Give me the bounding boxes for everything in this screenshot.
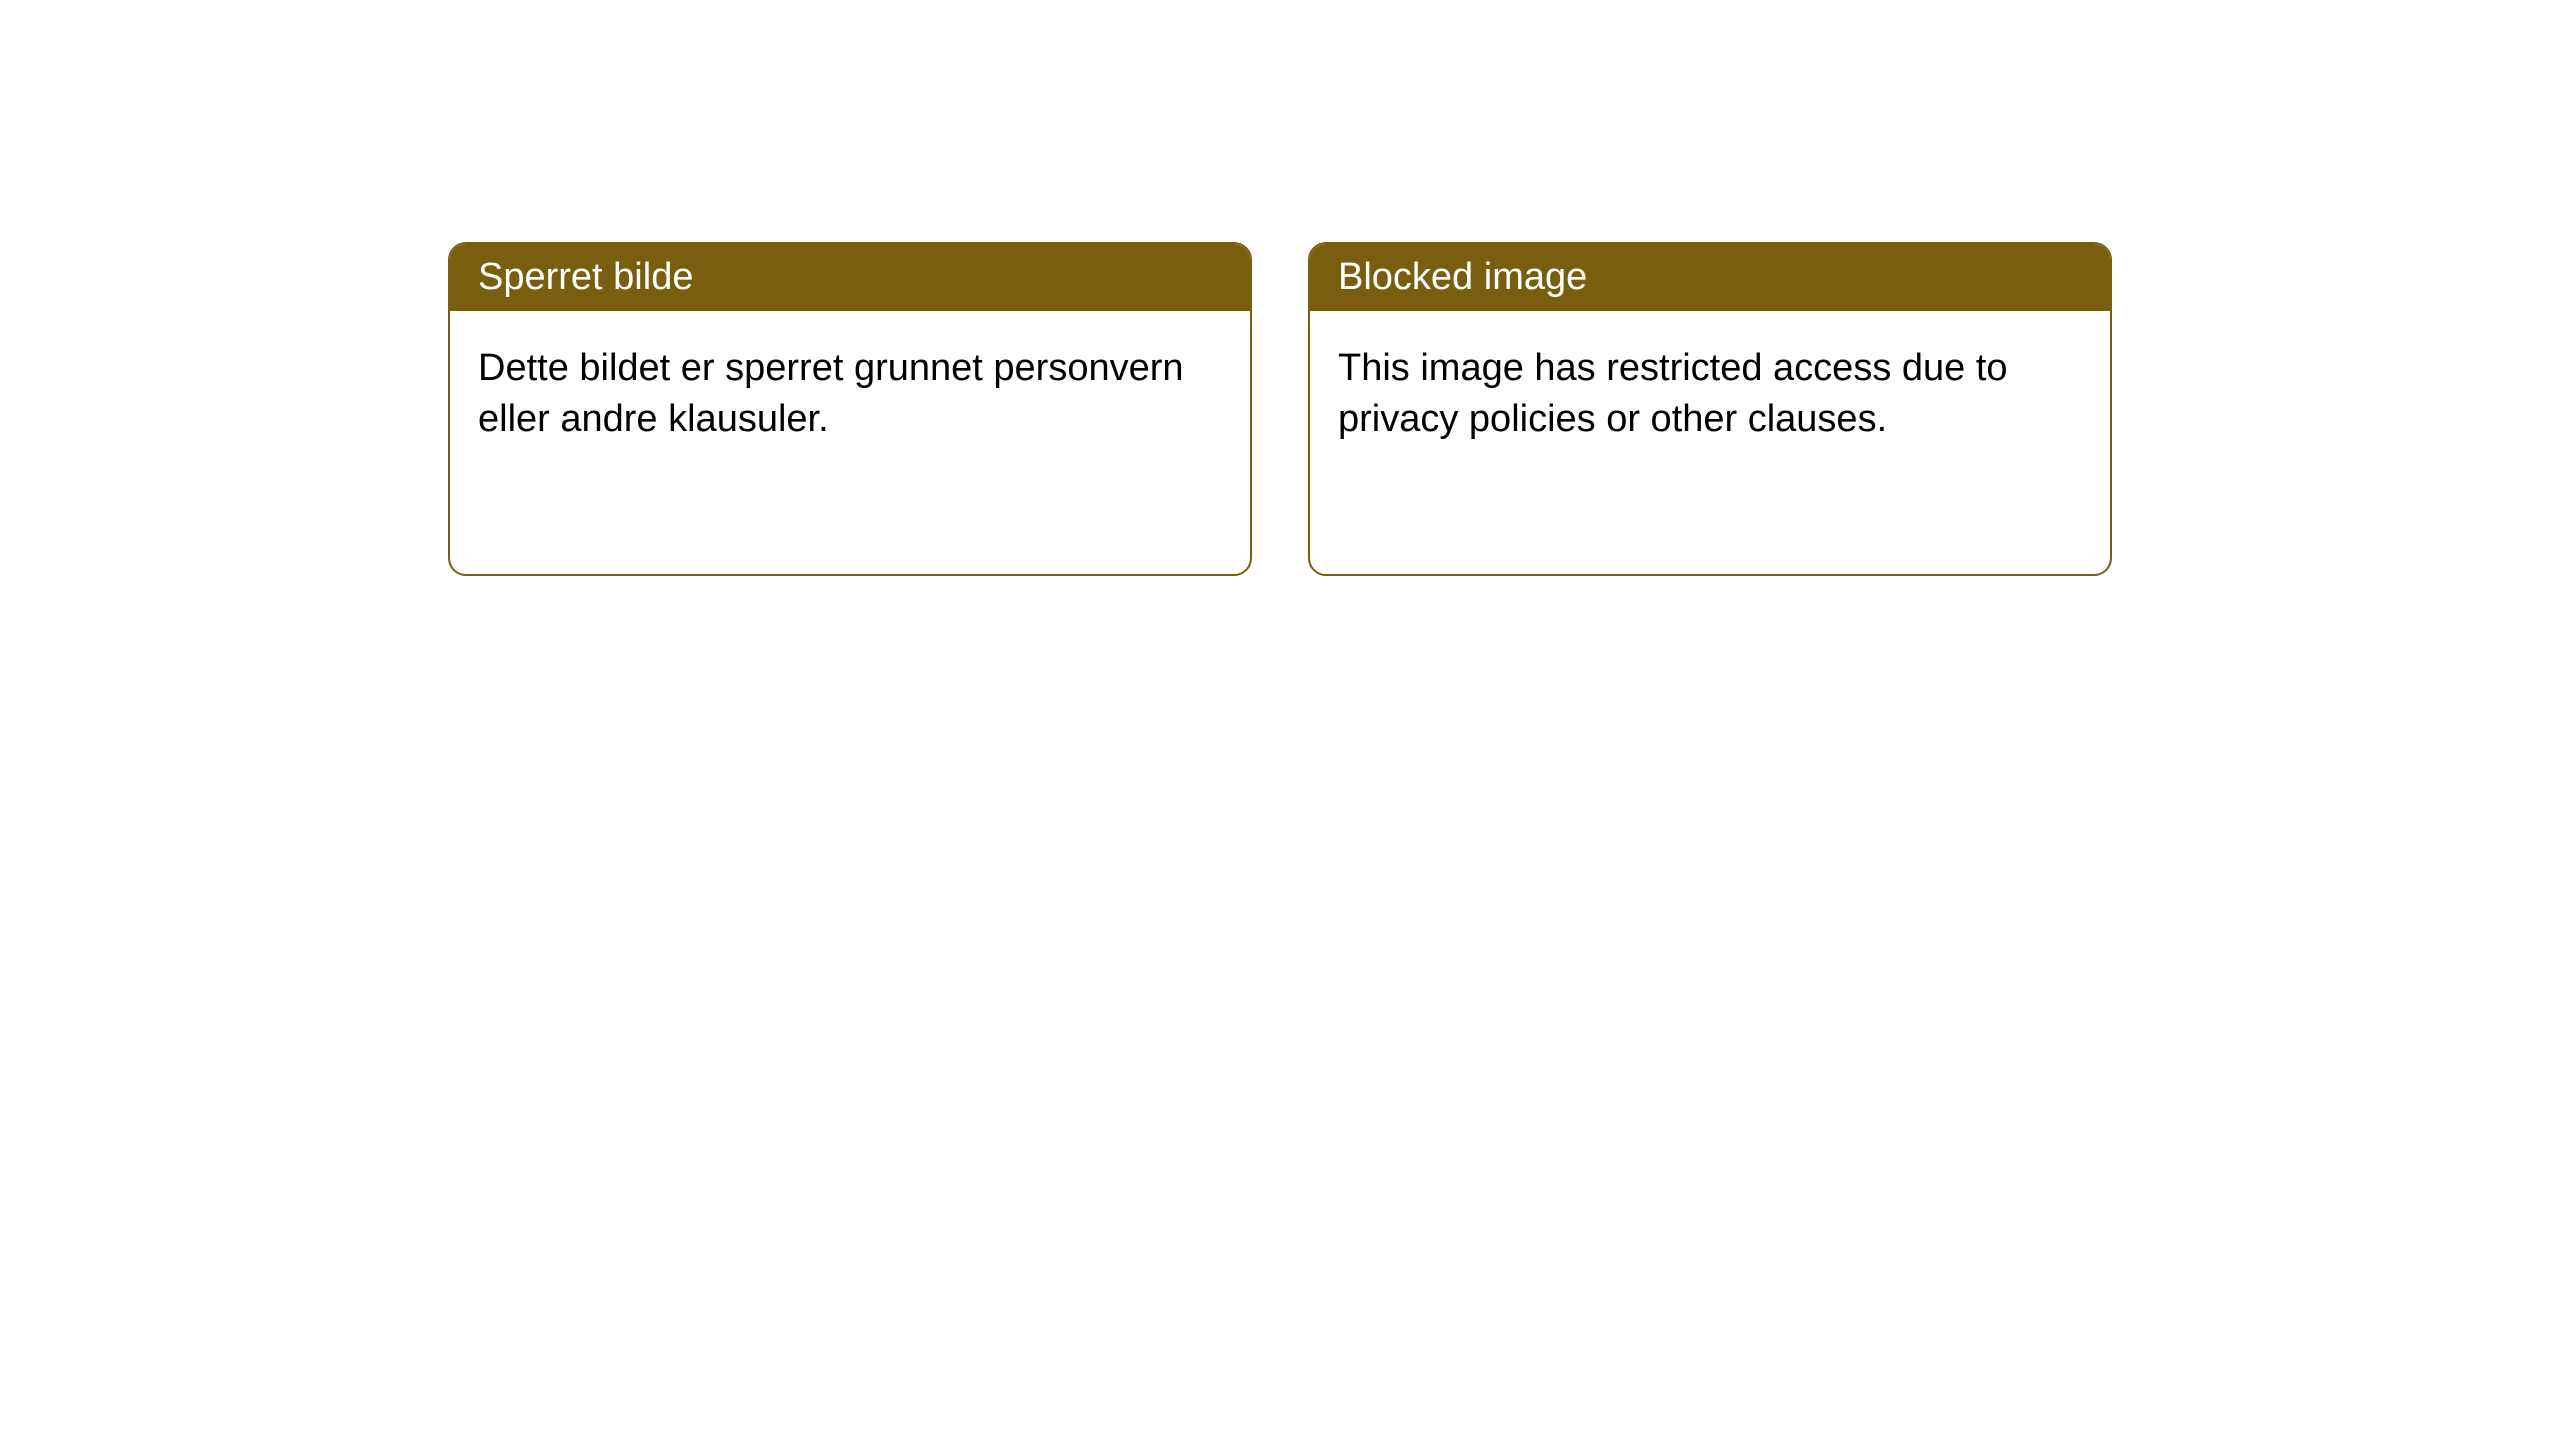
notice-box-norwegian: Sperret bilde Dette bildet er sperret gr… <box>448 242 1252 576</box>
notice-title: Sperret bilde <box>478 256 693 298</box>
notice-header: Sperret bilde <box>450 244 1250 311</box>
notice-container: Sperret bilde Dette bildet er sperret gr… <box>0 0 2560 576</box>
notice-text: Dette bildet er sperret grunnet personve… <box>478 347 1184 440</box>
notice-text: This image has restricted access due to … <box>1338 347 2008 440</box>
notice-body: Dette bildet er sperret grunnet personve… <box>450 311 1250 478</box>
notice-body: This image has restricted access due to … <box>1310 311 2110 478</box>
notice-title: Blocked image <box>1338 256 1587 298</box>
notice-header: Blocked image <box>1310 244 2110 311</box>
notice-box-english: Blocked image This image has restricted … <box>1308 242 2112 576</box>
